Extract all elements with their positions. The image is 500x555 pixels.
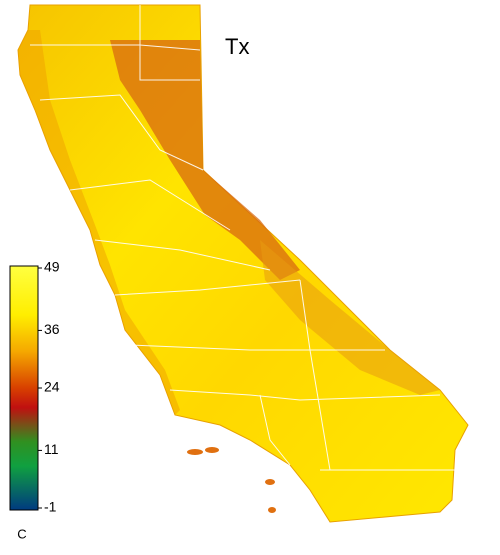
colorbar-gradient [9, 265, 39, 511]
islands [187, 447, 276, 513]
colorbar-tick-label: -1 [44, 499, 57, 515]
california-map [17, 4, 469, 523]
colorbar-tick-label: 36 [44, 321, 60, 337]
sierra-hot-zone [110, 40, 300, 280]
colorbar-tick-label: 11 [44, 441, 59, 457]
map-title: Tx [225, 34, 249, 59]
county-lines [30, 5, 455, 471]
colorbar [9, 265, 39, 511]
colorbar-tick-label: 49 [44, 259, 60, 275]
colorbar-unit: C [17, 526, 26, 541]
colorbar-tick-label: 24 [44, 379, 60, 395]
east-desert-zone [260, 240, 440, 395]
coast-zone [18, 30, 180, 415]
